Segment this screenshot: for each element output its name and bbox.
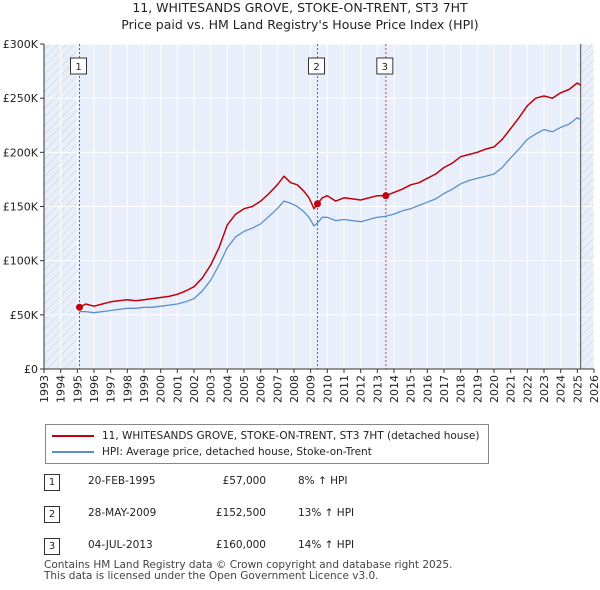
- x-tick-label: 2017: [438, 375, 451, 403]
- sale-price: £152,500: [215, 507, 266, 519]
- sale-label-box: [308, 57, 325, 75]
- sale-point: [76, 303, 83, 311]
- sale-label-box: [376, 57, 394, 75]
- x-tick-label: 2024: [555, 375, 568, 403]
- chart-subtitle: Price paid vs. HM Land Registry's House …: [121, 17, 479, 32]
- price-chart: 1 2 3 £0 £50K £100K £150K £200K £250K £300K 1993 19…: [3, 38, 600, 403]
- x-tick-label: 1998: [121, 375, 134, 403]
- sale-label-number: 2: [313, 62, 319, 73]
- x-tick-label: 2005: [238, 375, 251, 403]
- x-tick-label: 2019: [471, 375, 484, 403]
- x-tick-label: 2021: [505, 375, 518, 403]
- x-tick-label: 2012: [355, 375, 368, 403]
- footer-copyright: Contains HM Land Registry data © Crown c…: [44, 559, 453, 571]
- x-tick-label: 2016: [421, 375, 434, 403]
- sale-price: £160,000: [215, 539, 266, 551]
- x-tick-label: 2013: [371, 375, 384, 403]
- x-tick-label: 2018: [455, 375, 468, 403]
- series-line-hpi: [79, 117, 582, 314]
- sale-number-badge: 1: [44, 474, 60, 491]
- x-tick-label: 2011: [338, 375, 351, 403]
- footer-licence: This data is licensed under the Open Gov…: [44, 570, 379, 582]
- sale-label-number: 1: [75, 62, 81, 73]
- sale-point: [314, 200, 321, 208]
- sale-date: 20-FEB-1995: [88, 475, 156, 487]
- x-tick-label: 1999: [138, 375, 151, 403]
- legend-label-property: 11, WHITESANDS GROVE, STOKE-ON-TRENT, ST…: [102, 430, 480, 442]
- y-tick-label: £50K: [10, 309, 39, 322]
- x-tick-label: 2015: [405, 375, 418, 403]
- x-tick-label: 2006: [255, 375, 268, 403]
- x-tick-label: 2001: [171, 375, 184, 403]
- x-tick-label: 2003: [205, 375, 218, 403]
- sale-date: 04-JUL-2013: [88, 539, 153, 551]
- sale-point: [382, 192, 390, 200]
- y-tick-label: £250K: [3, 92, 39, 105]
- legend: 11, WHITESANDS GROVE, STOKE-ON-TRENT, ST…: [45, 424, 489, 464]
- x-tick-label: 2020: [488, 375, 501, 403]
- x-tick-label: 2014: [388, 375, 401, 403]
- x-tick-label: 2010: [321, 375, 334, 403]
- sale-hpi-change: 14% ↑ HPI: [298, 539, 355, 551]
- sale-row: 3 04-JUL-2013 £160,000 14% ↑ HPI: [40, 536, 440, 568]
- sale-row: 1 20-FEB-1995 £57,000 8% ↑ HPI: [40, 472, 440, 504]
- x-tick-label: 2002: [188, 375, 201, 403]
- sale-number-badge: 2: [44, 506, 60, 523]
- sale-number-badge: 3: [44, 538, 60, 555]
- x-tick-label: 1995: [71, 375, 84, 403]
- sale-date: 28-MAY-2009: [88, 507, 157, 519]
- sale-hpi-change: 13% ↑ HPI: [298, 507, 355, 519]
- legend-label-hpi: HPI: Average price, detached house, Stok…: [102, 446, 372, 458]
- series-line-property: [79, 82, 582, 308]
- x-tick-label: 1996: [88, 375, 101, 403]
- y-tick-label: £0: [24, 363, 38, 376]
- y-tick-label: £150K: [3, 201, 39, 214]
- x-tick-label: 2022: [521, 375, 534, 403]
- sales-table: 1 20-FEB-1995 £57,000 8% ↑ HPI 2 28-MAY-…: [40, 472, 440, 568]
- y-tick-label: £200K: [3, 146, 39, 159]
- x-tick-label: 2004: [221, 375, 234, 403]
- legend-swatch-hpi: [52, 451, 94, 453]
- x-tick-label: 2023: [538, 375, 551, 403]
- sale-price: £57,000: [222, 475, 266, 487]
- sale-label-number: 3: [382, 62, 388, 73]
- footer-attribution: Contains HM Land Registry data © Crown c…: [44, 560, 452, 582]
- sale-hpi-change: 8% ↑ HPI: [298, 475, 348, 487]
- x-tick-label: 2008: [288, 375, 301, 403]
- x-tick-label: 2000: [155, 375, 168, 403]
- x-tick-label: 2025: [571, 375, 584, 403]
- y-tick-label: £300K: [3, 38, 39, 51]
- x-tick-label: 1994: [55, 375, 68, 403]
- chart-title: 11, WHITESANDS GROVE, STOKE-ON-TRENT, ST…: [132, 0, 468, 15]
- x-tick-label: 1997: [105, 375, 118, 403]
- sale-row: 2 28-MAY-2009 £152,500 13% ↑ HPI: [40, 504, 440, 536]
- y-tick-label: £100K: [3, 255, 39, 268]
- x-tick-label: 1993: [38, 375, 51, 403]
- x-tick-label: 2026: [588, 375, 600, 403]
- x-tick-label: 2007: [271, 375, 284, 403]
- sale-label-box: [70, 57, 87, 75]
- x-tick-label: 2009: [305, 375, 318, 403]
- legend-swatch-property: [52, 435, 94, 437]
